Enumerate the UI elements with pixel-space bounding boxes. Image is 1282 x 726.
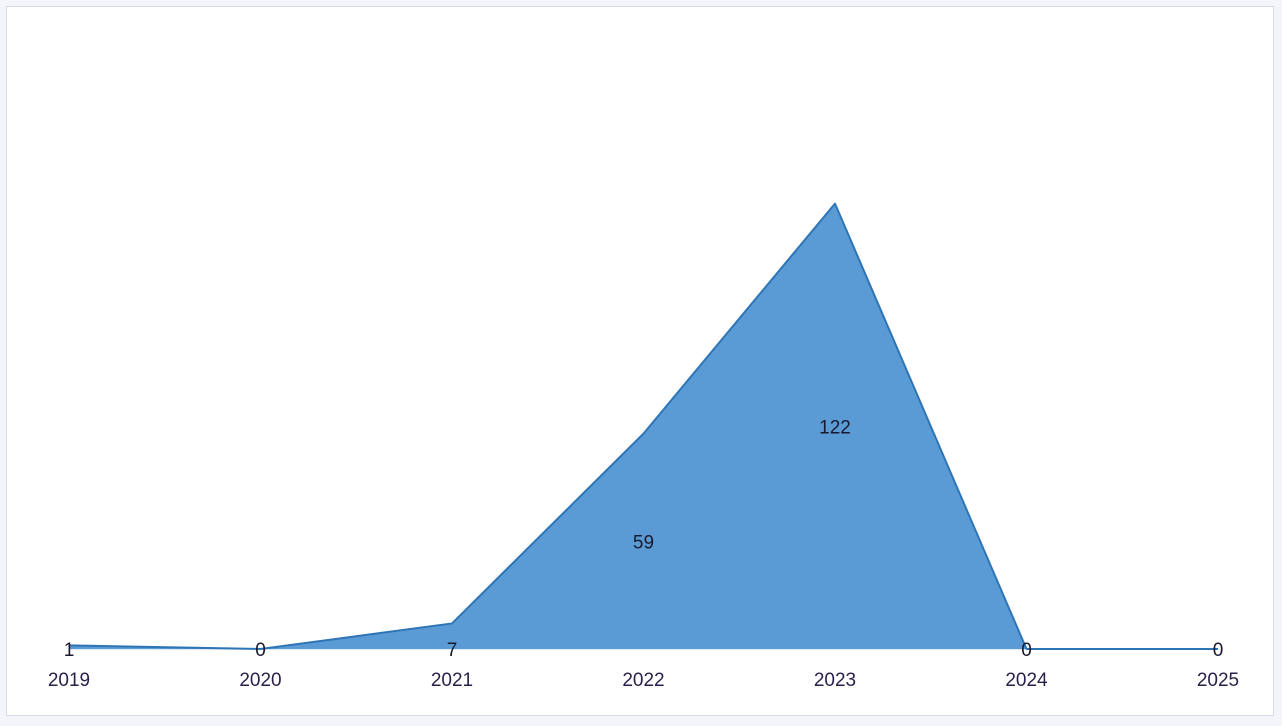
x-axis-tick-labels: 2019 2020 2021 2022 2023 2024 2025	[48, 670, 1239, 691]
x-tick-label-2024: 2024	[1005, 670, 1048, 691]
x-tick-label-2020: 2020	[239, 670, 281, 691]
x-tick-label-2023: 2023	[814, 670, 856, 691]
chart-frame: 1 0 7 59 122 0 0 2019 2020 2021 2022 2023 2024 2025	[6, 6, 1274, 716]
data-label-2020: 0	[255, 640, 266, 661]
x-tick-label-2021: 2021	[431, 670, 473, 691]
data-label-2025: 0	[1213, 640, 1224, 661]
area-series-fill	[69, 203, 1218, 649]
x-tick-label-2025: 2025	[1197, 670, 1239, 691]
area-chart: 1 0 7 59 122 0 0 2019 2020 2021 2022 2023 2024 2025	[48, 202, 1239, 691]
data-label-2023: 122	[819, 417, 851, 438]
data-label-2021: 7	[447, 640, 458, 661]
data-label-2022: 59	[633, 532, 654, 553]
x-tick-label-2019: 2019	[48, 670, 90, 691]
data-label-2019: 1	[64, 640, 75, 661]
area-series-line	[68, 202, 1218, 650]
data-labels: 1 0 7 59 122 0 0	[64, 417, 1224, 661]
x-tick-label-2022: 2022	[622, 670, 664, 691]
data-label-2024: 0	[1021, 640, 1032, 661]
